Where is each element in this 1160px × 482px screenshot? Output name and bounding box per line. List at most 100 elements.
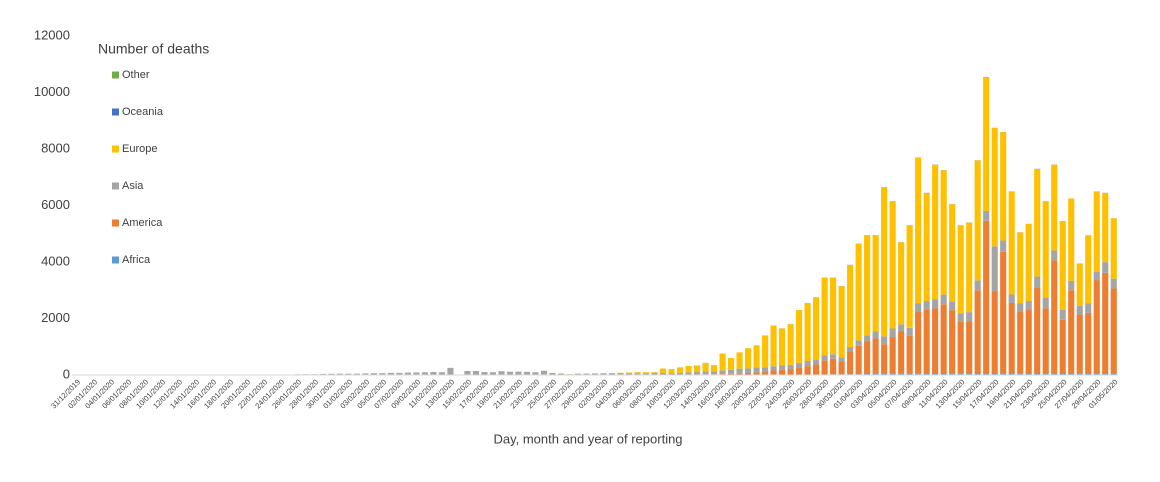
bar-segment	[864, 235, 871, 336]
bar-segment	[336, 373, 343, 375]
bar-segment	[745, 348, 752, 369]
bar-segment	[991, 246, 998, 292]
bar-segment	[651, 372, 658, 373]
bar-segment	[821, 355, 828, 361]
bar-segment	[974, 280, 981, 291]
bar-segment	[540, 370, 548, 375]
legend-label: Africa	[122, 254, 151, 266]
bar-segment	[787, 364, 794, 370]
y-tick-label: 2000	[41, 310, 70, 325]
bar-segment	[864, 335, 871, 342]
bar-segment	[481, 372, 488, 375]
bar-segment	[387, 372, 394, 375]
bar-segment	[889, 337, 896, 374]
legend-swatch	[112, 71, 119, 79]
bar-segment	[804, 366, 811, 375]
legend-label: Asia	[122, 180, 144, 192]
bar-segment	[821, 360, 828, 375]
bar-segment	[915, 157, 922, 304]
bar-segment	[923, 300, 930, 311]
bar-segment	[898, 373, 905, 375]
legend-swatch	[112, 145, 119, 153]
bar-segment	[906, 225, 913, 328]
bar-segment	[719, 370, 726, 375]
bar-segment	[728, 358, 735, 370]
bar-segment	[642, 372, 650, 374]
bar-segment	[685, 365, 692, 373]
bar-segment	[906, 335, 913, 374]
bar-segment	[1008, 302, 1015, 374]
bar-segment	[932, 299, 939, 309]
bar-segment	[889, 201, 896, 329]
bar-segment	[932, 164, 939, 300]
bar-segment	[830, 277, 837, 355]
bar-segment	[1025, 310, 1032, 374]
bar-segment	[1093, 280, 1100, 374]
bar-segment	[472, 370, 480, 375]
bar-segment	[855, 340, 862, 346]
bar-segment	[847, 351, 854, 375]
bar-segment	[642, 373, 650, 375]
bar-segment	[515, 371, 522, 375]
bar-segment	[430, 371, 437, 375]
bar-segment	[957, 313, 964, 322]
bar-segment	[881, 187, 888, 337]
bar-segment	[787, 324, 794, 365]
bar-segment	[974, 290, 981, 374]
bar-segment	[762, 367, 769, 373]
bar-segment	[1042, 297, 1049, 309]
bar-segment	[396, 372, 403, 375]
bar-segment	[659, 368, 667, 373]
bar-segment	[753, 345, 760, 368]
bar-segment	[1085, 373, 1092, 375]
bar-segment	[1059, 373, 1066, 375]
legend-title: Number of deaths	[98, 41, 209, 57]
y-tick-label: 6000	[41, 197, 70, 212]
bar-segment	[617, 373, 624, 375]
bar-segment	[1017, 232, 1024, 304]
bar-segment	[1076, 314, 1083, 374]
bar-segment	[796, 310, 803, 363]
bar-segment	[464, 370, 471, 375]
bar-segment	[923, 373, 930, 375]
bar-segment	[1000, 240, 1007, 252]
bar-segment	[319, 373, 326, 375]
bar-segment	[855, 243, 862, 341]
bar-segment	[864, 341, 871, 375]
bar-segment	[838, 286, 845, 358]
bar-segment	[796, 362, 803, 368]
bar-segment	[1008, 294, 1015, 303]
bar-segment	[608, 373, 616, 375]
bar-segment	[855, 345, 862, 375]
bar-segment	[796, 367, 803, 375]
bar-segment	[736, 368, 743, 374]
bar-segment	[1051, 164, 1058, 251]
bar-segment	[957, 225, 964, 314]
bar-segment	[1059, 319, 1066, 374]
bar-segment	[668, 369, 675, 374]
bar-segment	[779, 328, 786, 366]
legend-label: America	[122, 217, 163, 229]
bar-segment	[413, 372, 420, 375]
bar-segment	[634, 372, 641, 374]
bar-segment	[710, 371, 718, 375]
bar-segment	[345, 373, 352, 375]
bar-segment	[991, 373, 998, 375]
bar-segment	[421, 372, 428, 375]
bar-segment	[1051, 250, 1058, 261]
bar-segment	[447, 367, 454, 375]
bar-segment	[625, 373, 633, 375]
bar-segment	[949, 301, 956, 311]
bar-segment	[1093, 191, 1100, 272]
bar-segment	[770, 366, 777, 371]
bar-segment	[1025, 373, 1032, 375]
bar-segment	[753, 367, 760, 373]
bar-segment	[1042, 373, 1049, 375]
bar-segment	[966, 373, 973, 375]
bar-segment	[1102, 262, 1109, 273]
bar-segment	[957, 321, 964, 374]
legend-swatch	[112, 108, 119, 116]
bar-segment	[1051, 260, 1058, 374]
bar-segment	[898, 242, 905, 325]
bar-segment	[1068, 198, 1075, 281]
